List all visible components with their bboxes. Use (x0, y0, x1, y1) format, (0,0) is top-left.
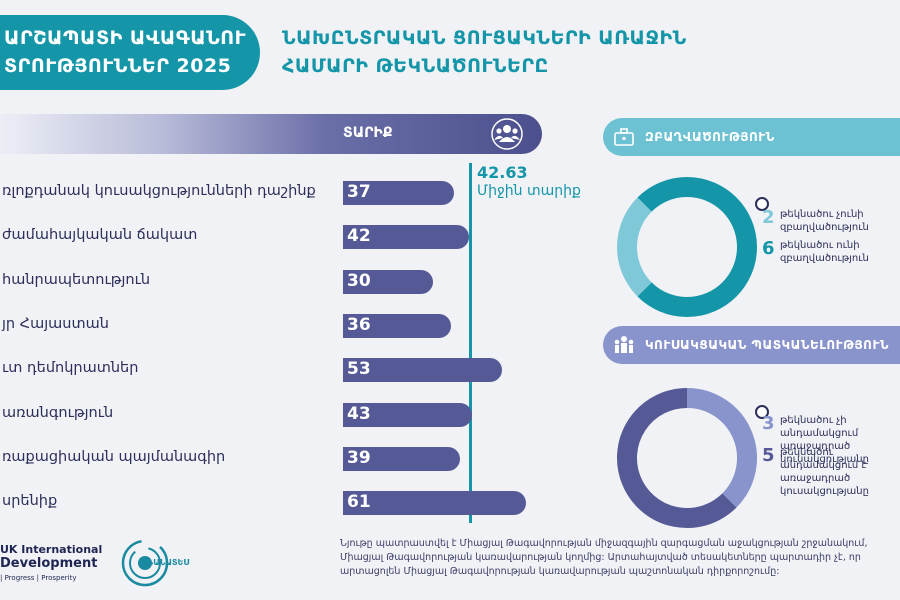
title-line-2: ՏՐՈՒԹՅՈՒՆՆԵՐ 2025 (4, 55, 232, 77)
bar-row: ռլոքդանակ կուսակցությունների դաշինք 37 (0, 181, 540, 205)
footer-note: Նյութը պատրաստվել է Միացյալ Թագավորությա… (340, 538, 868, 577)
party-label-1-l2: առաջադրած կուսակցությանը (780, 473, 869, 497)
briefcase-icon (614, 128, 634, 146)
average-line (469, 163, 472, 523)
party-label-1: թեկնածու անդամակցում է առաջադրած կուսակց… (780, 446, 900, 498)
employment-count-0: 2 (762, 207, 775, 228)
party-slice (686, 388, 757, 508)
age-header: ՏԱՐԻՔ (0, 114, 542, 154)
party-slice (617, 388, 737, 528)
people-icon (491, 118, 523, 150)
employment-header: ԶԲԱՂՎԱԾՈՒԹՅՈՒՆ (603, 118, 900, 156)
party-header: ԿՈՒՍԱԿՑԱԿԱՆ ՊԱՏԿԱՆԵԼՈՒԹՅՈՒՆ (603, 326, 900, 364)
bar-category-label: յր Հայաստան (2, 315, 109, 332)
employment-label-1: թեկնածու ունի զբաղվածություն (780, 239, 869, 265)
party-label-0: թեկնածու չի անդամակցում առաջադրած կուսակ… (780, 414, 900, 466)
bar-value-label: 39 (347, 447, 371, 468)
bar-value-label: 61 (347, 492, 371, 513)
bar-value-label: 37 (347, 182, 371, 202)
bar-value-label: 42 (347, 226, 371, 247)
employment-header-label: ԶԲԱՂՎԱԾՈՒԹՅՈՒՆ (645, 130, 775, 144)
bar-category-label: սրենիք (2, 493, 58, 510)
employment-label-0: թեկնածու չունի զբաղվածություն (780, 208, 869, 234)
party-donut (617, 388, 757, 528)
main-title: ՆԱԽԸՆՏՐԱԿԱՆ ՑՈՒՑԱԿՆԵՐԻ ԱՌԱՋԻՆ ՀԱՄԱՐԻ ԹԵԿ… (282, 24, 702, 80)
title-pill: ԱՐՇԱՊԱՏԻ ԱՎԱԳԱՆՈՒ ՏՐՈՒԹՅՈՒՆՆԵՐ 2025 (0, 15, 260, 90)
bar-category-label: հանրապետություն (2, 271, 151, 288)
bar-row: սրենիք 61 (0, 491, 540, 516)
bar-row: ւտ դեմոկրատներ 53 (0, 358, 540, 383)
employment-label-0-l1: թեկնածու չունի (780, 209, 864, 220)
bar (343, 402, 472, 427)
bar-row: առանգություն 43 (0, 402, 540, 427)
bar-category-label: առանգություն (2, 404, 114, 421)
main-title-line-2: ՀԱՄԱՐԻ ԹԵԿՆԱԾՈՒՆԵՐԸ (282, 55, 549, 77)
bar (343, 358, 502, 383)
bar (343, 269, 433, 294)
party-label-0-l2: առաջադրած կուսակցությանը (780, 441, 869, 465)
bar-row: հանրապետություն 30 (0, 269, 540, 294)
bar (343, 181, 454, 205)
bar-value-label: 30 (347, 270, 371, 291)
average-value: 42.63 (477, 163, 528, 182)
bar-category-label: ւտ դեմոկրատներ (2, 360, 139, 377)
employment-label-0-l2: զբաղվածություն (780, 222, 869, 233)
bar-value-label: 43 (347, 403, 371, 424)
employment-bubble (755, 197, 769, 211)
uk-logo-line-3: | Progress | Prosperity (0, 574, 77, 582)
main-title-line-1: ՆԱԽԸՆՏՐԱԿԱՆ ՑՈՒՑԱԿՆԵՐԻ ԱՌԱՋԻՆ (282, 27, 687, 49)
age-header-label: ՏԱՐԻՔ (343, 125, 393, 141)
employment-donut (617, 177, 757, 317)
employment-count-1: 6 (762, 238, 775, 259)
average-label: Միջին տարիք (477, 183, 581, 199)
bar-category-label: ռաքացիական պայմանագիր (2, 448, 226, 465)
bar-category-label: ժամահայկական ճակատ (2, 227, 198, 244)
party-bubble (755, 405, 769, 419)
bar (343, 313, 451, 338)
bar (343, 225, 469, 250)
employment-slice (637, 177, 757, 317)
uk-logo-line-1: UK International (0, 543, 103, 556)
party-label-0-l1: թեկնածու չի անդամակցում (780, 415, 859, 439)
employment-label-1-l2: զբաղվածություն (780, 253, 869, 264)
employment-label-1-l1: թեկնածու ունի (780, 240, 860, 251)
bar (343, 446, 460, 471)
partner-logo-text: ԱՆԱՆԱՏԵՍ (141, 558, 190, 567)
party-count-1: 5 (762, 445, 775, 466)
bar-row: յր Հայաստան 36 (0, 313, 540, 338)
partner-logo-icon (121, 539, 169, 587)
employment-slice (617, 197, 652, 297)
uk-development-logo: UK International Development | Progress … (0, 543, 102, 582)
bar-category-label: ռլոքդանակ կուսակցությունների դաշինք (2, 183, 316, 199)
bar-value-label: 36 (347, 314, 371, 335)
bar-row: ռաքացիական պայմանագիր 39 (0, 446, 540, 471)
party-header-label: ԿՈՒՍԱԿՑԱԿԱՆ ՊԱՏԿԱՆԵԼՈՒԹՅՈՒՆ (645, 338, 889, 352)
people-group-icon (614, 336, 634, 353)
bar-row: ժամահայկական ճակատ 42 (0, 225, 540, 250)
title-line-1: ԱՐՇԱՊԱՏԻ ԱՎԱԳԱՆՈՒ (4, 27, 247, 49)
uk-logo-line-2: Development (0, 556, 98, 571)
bar-value-label: 53 (347, 359, 371, 380)
party-label-1-l1: թեկնածու անդամակցում է (780, 447, 867, 471)
party-count-0: 3 (762, 413, 775, 434)
bar (343, 491, 526, 516)
